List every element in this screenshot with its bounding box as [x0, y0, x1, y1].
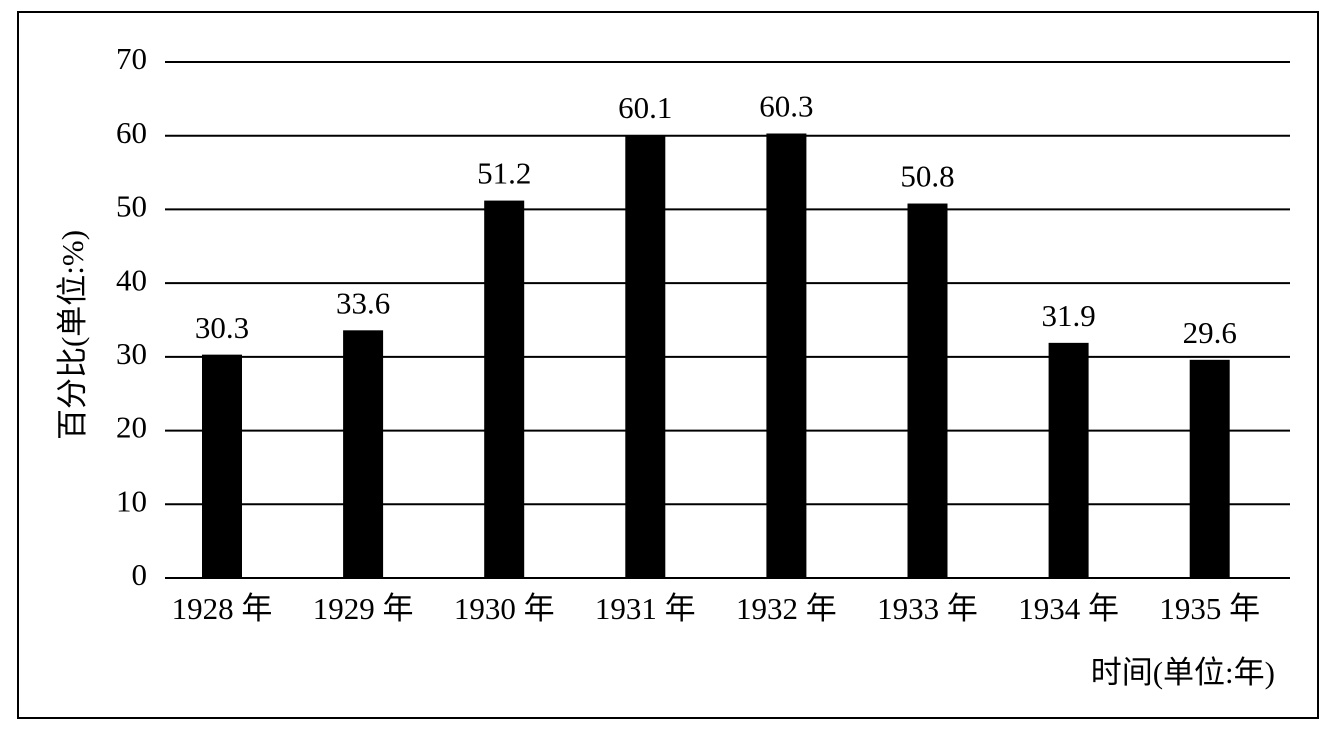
- bar: [907, 203, 948, 578]
- y-tick-label: 50: [116, 189, 147, 224]
- y-tick-label: 60: [116, 115, 147, 150]
- x-tick-label: 1934 年: [1018, 591, 1119, 626]
- value-label: 51.2: [477, 156, 531, 191]
- x-tick-label: 1932 年: [736, 591, 837, 626]
- bar: [625, 134, 666, 578]
- bar: [1048, 342, 1089, 578]
- bar: [766, 133, 807, 578]
- bar: [202, 354, 242, 578]
- x-tick-label: 1935 年: [1159, 591, 1260, 626]
- y-tick-label: 70: [116, 41, 147, 76]
- y-tick-label: 20: [116, 410, 147, 445]
- x-tick-label: 1933 年: [877, 591, 978, 626]
- y-axis-title: 百分比(单位:%): [55, 230, 90, 440]
- frame: [17, 11, 1319, 719]
- x-tick-label: 1928 年: [172, 591, 273, 626]
- value-label: 31.9: [1041, 298, 1095, 333]
- y-tick-label: 10: [116, 483, 147, 518]
- x-tick-label: 1931 年: [595, 591, 696, 626]
- value-label: 33.6: [336, 285, 390, 320]
- value-label: 60.3: [759, 89, 813, 124]
- value-label: 30.3: [195, 310, 249, 345]
- value-label: 60.1: [618, 90, 672, 125]
- y-tick-label: 30: [116, 336, 147, 371]
- y-tick-label: 0: [132, 557, 148, 592]
- x-axis-title: 时间(单位:年): [1091, 655, 1275, 690]
- value-label: 29.6: [1183, 315, 1237, 350]
- x-tick-label: 1929 年: [313, 591, 414, 626]
- y-tick-label: 40: [116, 262, 147, 297]
- x-tick-label: 1930 年: [454, 591, 555, 626]
- bar: [1189, 359, 1230, 578]
- bar: [343, 330, 384, 578]
- bar: [484, 200, 525, 578]
- value-label: 50.8: [900, 159, 954, 194]
